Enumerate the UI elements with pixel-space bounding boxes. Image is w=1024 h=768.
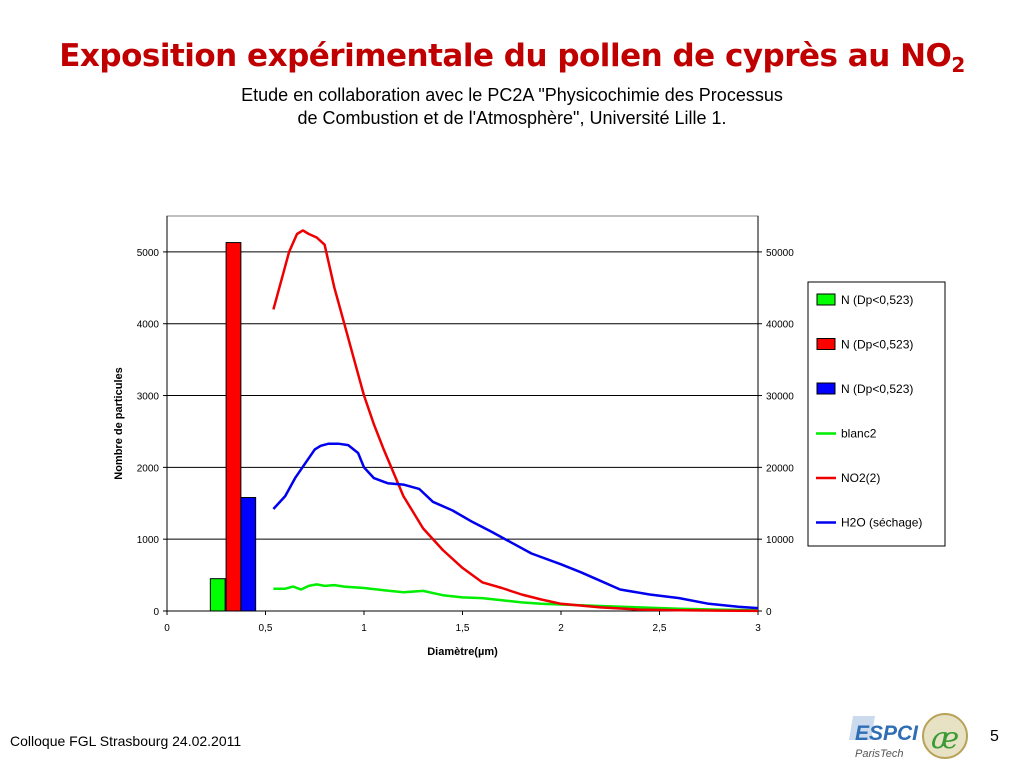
y-right-tick-label: 20000 bbox=[766, 463, 794, 474]
x-tick-label: 2 bbox=[558, 623, 564, 634]
y-right-tick-label: 30000 bbox=[766, 392, 794, 403]
y-left-tick-label: 2000 bbox=[137, 463, 160, 474]
y-right-tick-label: 10000 bbox=[766, 535, 794, 546]
y-right-tick-label: 50000 bbox=[766, 248, 794, 259]
bar-2 bbox=[225, 242, 242, 612]
slide-title: Exposition expérimentale du pollen de cy… bbox=[0, 38, 1024, 77]
bar-3 bbox=[240, 497, 257, 612]
x-axis-title: Diamètre(µm) bbox=[427, 646, 498, 658]
legend-swatch-bar bbox=[816, 338, 836, 350]
legend-label: H2O (séchage) bbox=[841, 516, 922, 530]
espci-logo-text: ESPCI bbox=[855, 722, 919, 745]
footer-text: Colloque FGL Strasbourg 24.02.2011 bbox=[10, 733, 242, 749]
y-axis-title: Nombre de particules bbox=[113, 367, 125, 479]
legend-label: N (Dp<0,523) bbox=[841, 338, 913, 352]
slide-title-subscript: 2 bbox=[951, 53, 965, 77]
x-tick-label: 2,5 bbox=[653, 623, 667, 634]
legend-box bbox=[807, 281, 946, 547]
ae-logo: æ bbox=[922, 713, 968, 759]
y-left-tick-label: 3000 bbox=[137, 392, 160, 403]
series-line-2 bbox=[272, 229, 759, 613]
x-tick-label: 1,5 bbox=[456, 623, 470, 634]
page-number: 5 bbox=[990, 728, 999, 745]
x-tick-label: 3 bbox=[755, 623, 761, 634]
y-left-tick-label: 5000 bbox=[137, 248, 160, 259]
x-tick-label: 0,5 bbox=[259, 623, 273, 634]
subtitle-line-1: Etude en collaboration avec le PC2A "Phy… bbox=[241, 85, 783, 105]
ae-logo-text: æ bbox=[931, 721, 959, 756]
subtitle-line-2: de Combustion et de l'Atmosphère", Unive… bbox=[297, 108, 727, 128]
legend-label: N (Dp<0,523) bbox=[841, 382, 913, 396]
series-line-1 bbox=[273, 583, 759, 612]
y-left-tick-label: 1000 bbox=[137, 535, 160, 546]
paristech-logo-text: ParisTech bbox=[855, 748, 904, 760]
x-tick-label: 1 bbox=[361, 623, 367, 634]
legend-swatch-bar bbox=[816, 382, 836, 395]
bar-1 bbox=[209, 578, 226, 612]
logos: ESPCI ParisTech æ bbox=[849, 713, 968, 760]
series-line-3 bbox=[272, 442, 759, 610]
espci-logo: ESPCI ParisTech bbox=[849, 716, 919, 760]
x-tick-label: 0 bbox=[164, 623, 170, 634]
y-left-tick-label: 0 bbox=[153, 607, 159, 618]
legend-label: N (Dp<0,523) bbox=[841, 293, 913, 307]
y-left-tick-label: 4000 bbox=[137, 320, 160, 331]
y-right-tick-label: 40000 bbox=[766, 320, 794, 331]
slide-subtitle: Etude en collaboration avec le PC2A "Phy… bbox=[0, 84, 1024, 130]
y-right-tick-label: 0 bbox=[766, 607, 772, 618]
legend-label: NO2(2) bbox=[841, 471, 880, 485]
legend-label: blanc2 bbox=[841, 427, 877, 441]
slide-title-main: Exposition expérimentale du pollen de cy… bbox=[59, 38, 952, 74]
legend-swatch-bar bbox=[816, 293, 836, 306]
